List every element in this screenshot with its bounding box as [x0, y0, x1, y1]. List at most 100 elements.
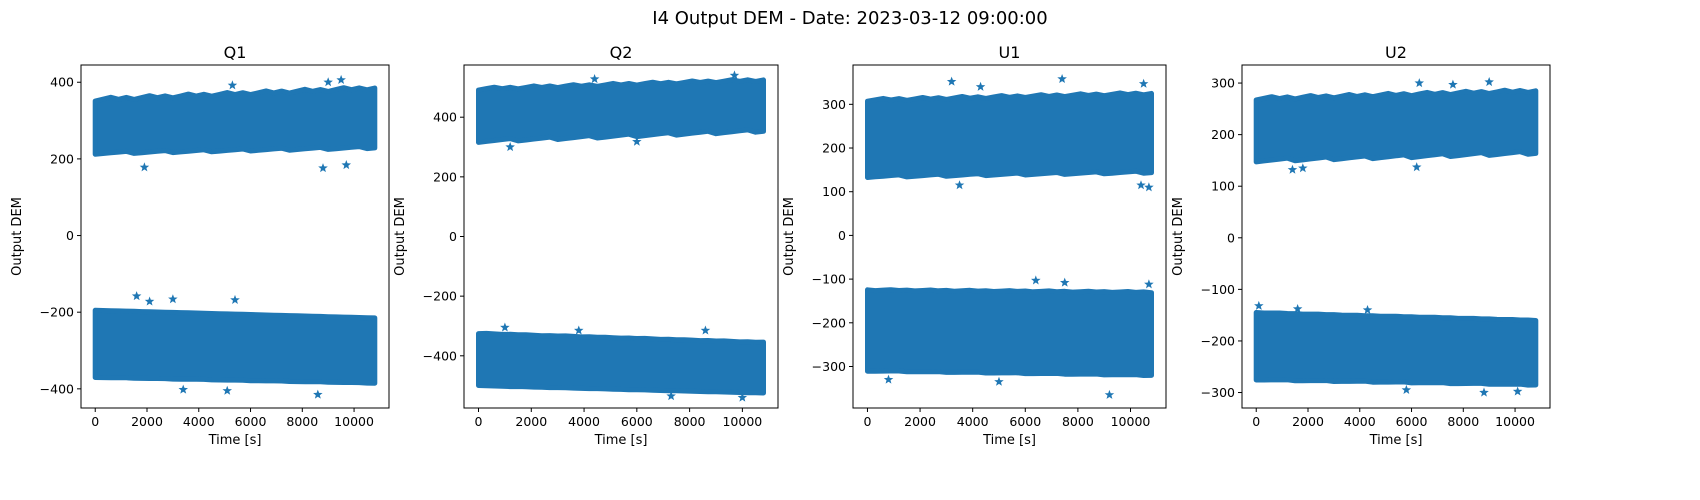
scatter-point — [313, 389, 323, 399]
x-tick-label: 8000 — [1447, 414, 1479, 429]
scatter-point — [131, 291, 142, 301]
point-band — [1253, 310, 1539, 388]
x-axis-label: Time [s] — [982, 433, 1036, 448]
scatter-point — [178, 384, 188, 394]
panel-u1: 0 2000 4000 6000 8000 10000 −300 −200 −100 0 100 20… — [782, 43, 1167, 448]
scatter-point — [1060, 277, 1070, 287]
y-tick-label: 300 — [822, 97, 846, 112]
axes-frame — [1241, 64, 1551, 409]
scatter-point — [1479, 387, 1489, 397]
y-tick-label: 200 — [50, 151, 74, 166]
y-tick-label: 0 — [1227, 230, 1235, 245]
point-band — [476, 77, 766, 145]
scatter-point — [1144, 279, 1154, 289]
scatter-point — [500, 322, 510, 332]
scatter-point — [729, 70, 740, 80]
y-axis-label: Output DEM — [1171, 197, 1186, 276]
x-tick-label: 0 — [1252, 414, 1260, 429]
scatter-area — [865, 74, 1154, 399]
y-tick-label: 100 — [822, 184, 846, 199]
scatter-point — [318, 163, 328, 173]
scatter-point — [737, 392, 748, 402]
scatter-point — [994, 376, 1004, 386]
scatter-point — [222, 385, 232, 395]
y-tick-label: −400 — [423, 348, 457, 363]
y-axis-label: Output DEM — [393, 197, 408, 276]
scatter-point — [323, 77, 333, 87]
x-tick-label: 0 — [863, 414, 871, 429]
y-tick-label: 0 — [838, 228, 846, 243]
y-tick-label: −200 — [812, 315, 846, 330]
scatter-point — [1412, 162, 1422, 172]
scatter-point — [227, 80, 238, 90]
x-tick-label: 10000 — [1495, 414, 1535, 429]
point-band — [865, 287, 1154, 378]
y-tick-label: −100 — [812, 272, 846, 287]
figure-suptitle: I4 Output DEM - Date: 2023-03-12 09:00:0… — [652, 8, 1047, 29]
scatter-point — [1362, 305, 1373, 314]
y-tick-label: −300 — [1201, 385, 1235, 400]
scatter-point — [230, 294, 240, 304]
axes-frame — [80, 64, 390, 409]
x-tick-label: 2000 — [131, 414, 163, 429]
x-axis-label: Time [s] — [594, 433, 648, 448]
scatter-point — [1401, 384, 1412, 394]
panel-u2: 0 2000 4000 6000 8000 10000 −300 −200 −100 0 100 20… — [1171, 43, 1551, 448]
x-tick-label: 6000 — [1396, 414, 1428, 429]
y-tick-label: 400 — [433, 110, 457, 125]
point-band — [476, 330, 766, 396]
scatter-point — [975, 81, 986, 91]
y-tick-label: −100 — [1201, 282, 1235, 297]
scatter-point — [336, 74, 346, 84]
scatter-point — [666, 391, 676, 401]
scatter-point — [1448, 79, 1458, 89]
x-tick-label: 6000 — [235, 414, 267, 429]
scatter-point — [632, 136, 642, 146]
x-tick-label: 6000 — [621, 414, 653, 429]
point-band — [1253, 87, 1539, 165]
panel-title: Q2 — [610, 43, 633, 62]
x-tick-label: 4000 — [568, 414, 600, 429]
y-tick-label: 200 — [433, 169, 457, 184]
point-band — [92, 85, 378, 157]
scatter-point — [883, 374, 894, 384]
scatter-point — [139, 162, 150, 172]
y-tick-label: −200 — [1201, 333, 1235, 348]
y-tick-label: 300 — [1211, 76, 1235, 91]
scatter-point — [1292, 304, 1303, 313]
scatter-point — [1138, 78, 1149, 88]
x-tick-label: 0 — [91, 414, 99, 429]
x-tick-label: 2000 — [904, 414, 936, 429]
scatter-area — [92, 74, 378, 399]
y-tick-label: 100 — [1211, 179, 1235, 194]
scatter-point — [341, 160, 351, 170]
scatter-point — [700, 325, 711, 335]
y-tick-label: −300 — [812, 359, 846, 374]
scatter-point — [1484, 77, 1494, 87]
panel-title: U1 — [999, 43, 1021, 62]
scatter-point — [1031, 275, 1041, 285]
scatter-point — [1104, 389, 1115, 399]
scatter-point — [1057, 74, 1067, 83]
scatter-point — [589, 74, 600, 84]
scatter-point — [1136, 180, 1146, 190]
y-tick-label: 0 — [449, 229, 457, 244]
panel-q2: 0 2000 4000 6000 8000 10000 −400 −200 0 200 400 Q2 T… — [393, 43, 779, 448]
scatter-point — [954, 180, 965, 190]
y-tick-label: 400 — [50, 75, 74, 90]
scatter-point — [144, 296, 155, 306]
x-tick-label: 4000 — [183, 414, 215, 429]
scatter-point — [1298, 163, 1308, 173]
scatter-point — [1414, 78, 1424, 88]
y-tick-label: 0 — [66, 228, 74, 243]
scatter-point — [946, 76, 957, 86]
x-tick-label: 10000 — [334, 414, 374, 429]
point-band — [92, 307, 378, 386]
x-tick-label: 8000 — [286, 414, 318, 429]
x-axis-label: Time [s] — [1369, 433, 1423, 448]
scatter-area — [476, 70, 766, 402]
x-tick-label: 6000 — [1009, 414, 1041, 429]
x-axis-label: Time [s] — [208, 433, 262, 448]
